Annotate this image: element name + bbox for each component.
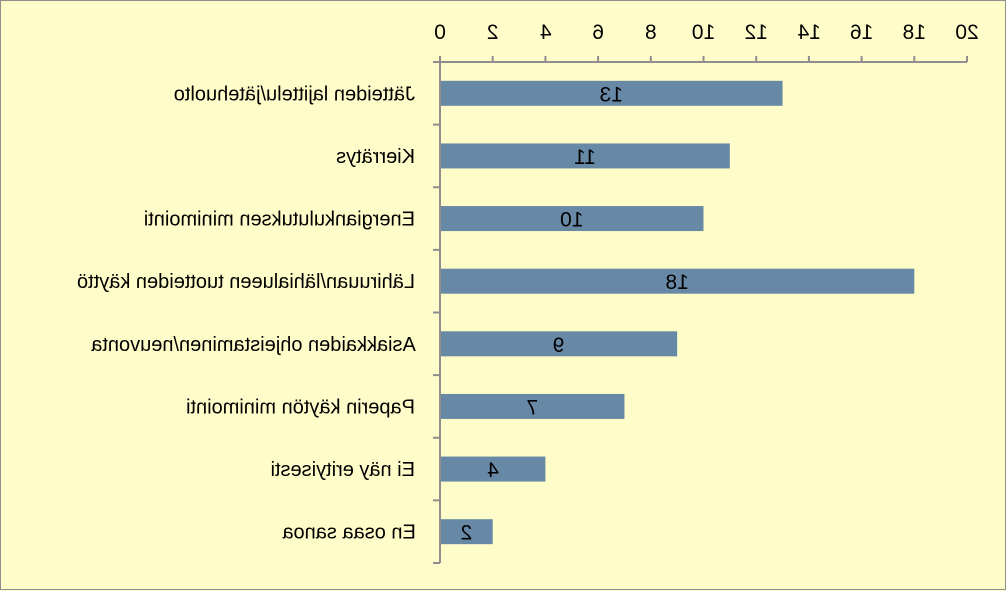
- category-label: En osaa sanoa: [282, 522, 416, 544]
- data-label: 10: [560, 209, 583, 232]
- x-tick-label: 18: [903, 21, 926, 44]
- x-tick-label: 10: [692, 21, 715, 44]
- bar: [440, 206, 704, 232]
- x-tick-label: 8: [645, 21, 657, 44]
- x-tick-label: 6: [592, 21, 604, 44]
- category-label: Ei näy erityisesti: [271, 459, 416, 481]
- x-tick-label: 16: [850, 21, 873, 44]
- data-label: 7: [526, 396, 538, 419]
- category-label: Asiakkaiden ohjeistaminen/neuvonta: [90, 334, 416, 356]
- bar: [440, 519, 493, 545]
- category-label: Jätteiden lajittelu/jätehuolto: [174, 83, 415, 105]
- category-label: Kierrätys: [336, 146, 415, 168]
- x-tick-label: 2: [487, 21, 499, 44]
- bar: [440, 143, 730, 169]
- x-tick-label: 14: [797, 21, 821, 44]
- bar: [440, 268, 915, 294]
- category-label: Energiankulutuksen minimointi: [144, 209, 415, 231]
- category-label: Paperin käytön minimointi: [186, 396, 415, 418]
- x-tick-label: 4: [540, 21, 552, 44]
- category-label: Lähiruuan/lähialueen tuotteiden käyttö: [77, 271, 415, 293]
- x-tick-label: 20: [955, 21, 978, 44]
- x-tick-label: 12: [745, 21, 768, 44]
- x-tick-label: 0: [434, 21, 446, 44]
- bar: [440, 331, 678, 357]
- data-label: 2: [461, 522, 473, 545]
- data-label: 18: [665, 271, 688, 294]
- bar: [440, 80, 783, 106]
- data-label: 11: [574, 146, 596, 169]
- bar: [440, 393, 625, 419]
- bar: [440, 456, 546, 482]
- data-label: 9: [553, 334, 565, 357]
- data-label: 13: [600, 83, 623, 106]
- data-label: 4: [487, 459, 499, 482]
